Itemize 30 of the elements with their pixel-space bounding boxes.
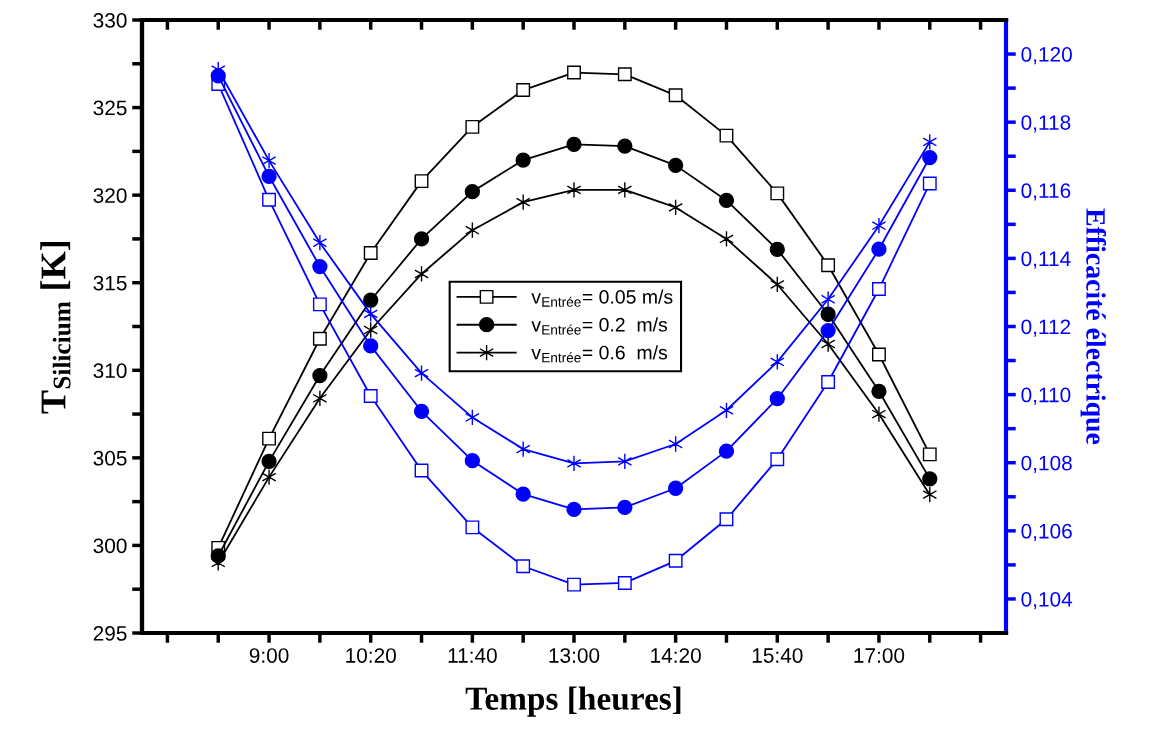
y2-tick-label: 0,118 <box>1021 115 1071 133</box>
x-tick-label: 13:00 <box>549 648 600 663</box>
y-tick-label: 305 <box>93 450 127 466</box>
x-tick-label: 14:20 <box>651 648 701 663</box>
y-tick-label: 325 <box>93 100 127 116</box>
legend-label: v$_{Entrée}$= 0.05 m/s <box>531 289 673 307</box>
y-tick-label: 315 <box>93 275 127 291</box>
y2-tick-label: 0,106 <box>1021 523 1072 542</box>
x-tick-label: 15:40 <box>752 648 803 663</box>
y2-tick-label: 0,104 <box>1021 591 1073 610</box>
legend-label: v$_{Entrée}$= 0.2 m/s <box>531 317 668 335</box>
x-tick-label: 11:40 <box>448 648 497 663</box>
y2-tick-label: 0,116 <box>1021 183 1071 201</box>
y2-tick-label: 0,110 <box>1021 387 1071 405</box>
x-tick-label: 9:00 <box>249 648 289 663</box>
y-tick-label: 300 <box>93 538 127 554</box>
x-tick-label: 17:00 <box>854 648 905 663</box>
y-tick-label: 320 <box>93 188 127 203</box>
y-tick-label: 295 <box>93 626 127 641</box>
y2-tick-label: 0,108 <box>1021 455 1072 473</box>
y2-axis-title: Efficacité électrique <box>1080 208 1107 445</box>
x-tick-label: 10:20 <box>346 648 396 663</box>
y2-tick-label: 0,112 <box>1021 319 1071 337</box>
y-tick-label: 330 <box>93 13 127 28</box>
y2-tick-label: 0,114 <box>1021 251 1071 269</box>
legend-label: v$_{Entrée}$= 0.6 m/s <box>531 345 668 363</box>
y2-tick-label: 0,120 <box>1021 47 1072 65</box>
y-axis-title: T$_{Silicium}$ [K] <box>40 241 71 414</box>
x-axis-title: Temps [heures] <box>465 686 681 717</box>
y-tick-label: 310 <box>93 363 127 379</box>
